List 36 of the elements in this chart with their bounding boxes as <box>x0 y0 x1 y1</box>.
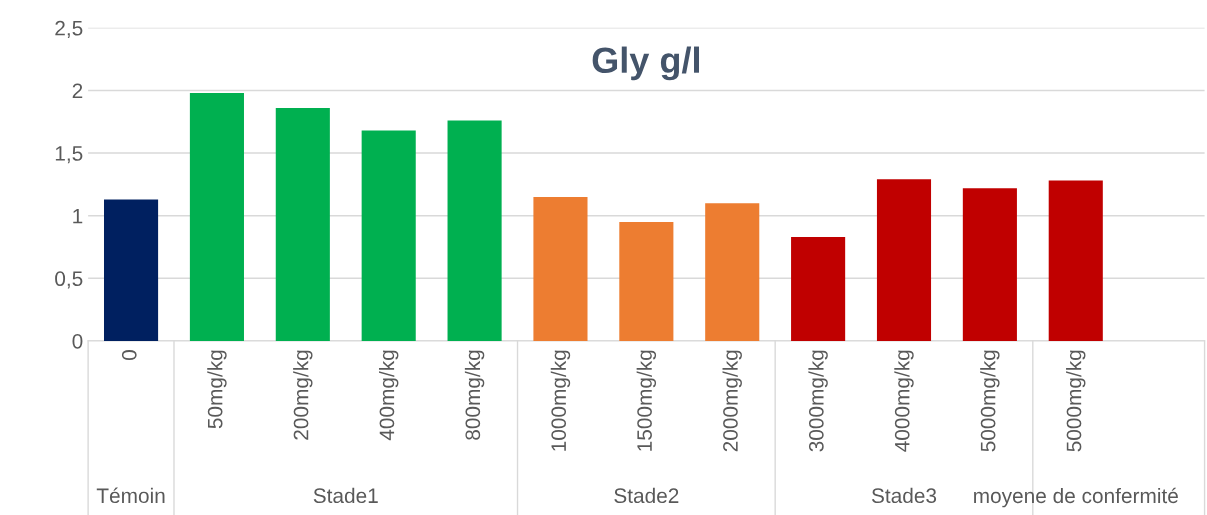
x-tick-label: 800mg/kg <box>464 350 485 440</box>
text: Stade3 <box>871 487 937 504</box>
y-tick-label: 1,5 <box>55 146 83 164</box>
bar <box>876 179 932 341</box>
y-tick-label: 2,5 <box>55 20 83 39</box>
text: Stade1 <box>313 487 378 504</box>
text: Témoin <box>96 487 165 504</box>
bar <box>533 196 588 341</box>
y-tick-label: 2 <box>72 83 83 98</box>
bar <box>619 221 674 341</box>
x-tick-label: 5000mg/kg <box>1066 350 1086 452</box>
y-tick-label: 0,5 <box>55 271 83 289</box>
x-tick-label: 4000mg/kg <box>894 350 914 452</box>
bar <box>275 107 330 341</box>
x-tick-label: 0 <box>121 350 137 361</box>
text: Stade2 <box>614 487 679 504</box>
x-tick-label: 2000mg/kg <box>722 350 742 452</box>
text: moyene de confermité <box>974 487 1178 508</box>
bar <box>361 130 416 341</box>
x-tick-label: 3000mg/kg <box>808 350 828 452</box>
x-tick-label: 1000mg/kg <box>550 350 571 451</box>
x-tick-label: 400mg/kg <box>378 350 399 441</box>
y-tick-label: 1 <box>73 208 83 224</box>
x-tick-label: 1500mg/kg <box>636 350 657 451</box>
bar <box>104 199 159 341</box>
x-tick-label: 200mg/kg <box>293 350 313 440</box>
bar <box>447 120 502 341</box>
x-tick-label: 5000mg/kg <box>980 350 1000 452</box>
x-tick-label: 50mg/kg <box>207 350 227 429</box>
bar <box>1048 180 1103 341</box>
chart-title: Gly g/l <box>592 46 699 81</box>
bar <box>791 236 846 341</box>
bar <box>962 188 1017 341</box>
bar <box>705 203 760 341</box>
bar <box>189 92 244 341</box>
y-tick-label: 0 <box>72 333 83 349</box>
